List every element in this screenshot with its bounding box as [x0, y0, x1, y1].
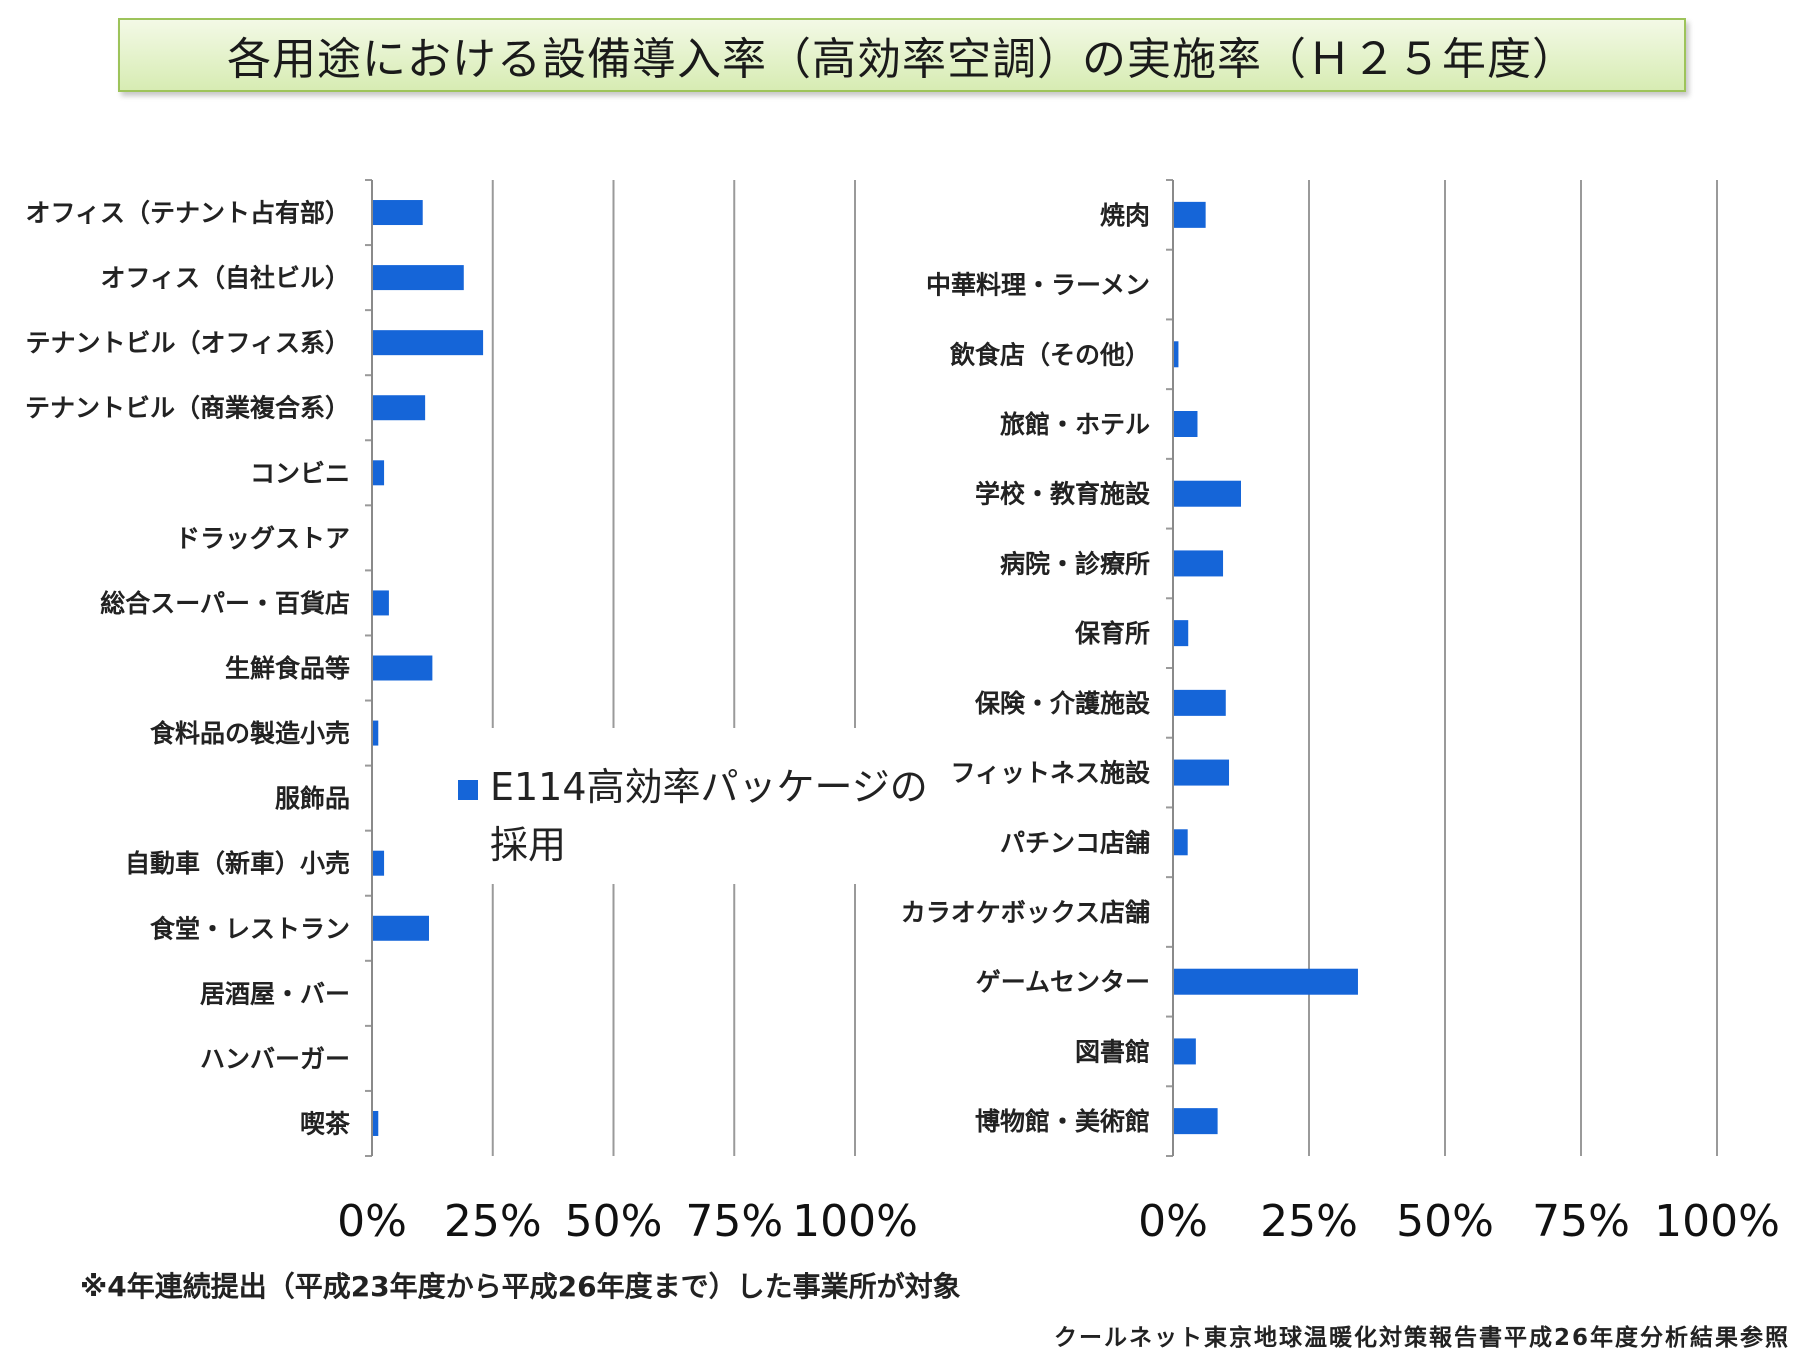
footnote: ※4年連続提出（平成23年度から平成26年度まで）した事業所が対象	[80, 1270, 961, 1303]
left-category-label: 食堂・レストラン	[150, 914, 350, 943]
left-category-label: 自動車（新車）小売	[125, 849, 350, 878]
left-category-label: 食料品の製造小売	[150, 719, 350, 748]
legend-label: E114高効率パッケージの採用	[490, 765, 928, 867]
left-category-label: 喫茶	[300, 1109, 351, 1138]
left-category-label: 居酒屋・バー	[200, 979, 350, 1008]
chart-title: 各用途における設備導入率（高効率空調）の実施率（Ｈ２５年度）	[227, 34, 1577, 85]
left-category-label: ハンバーガー	[200, 1044, 350, 1073]
right-category-label: 博物館・美術館	[975, 1107, 1150, 1136]
right-x-tick-label: 75%	[1532, 1196, 1630, 1247]
right-bar	[1173, 1038, 1196, 1065]
left-bar	[372, 590, 389, 616]
right-category-label: 飲食店（その他）	[949, 340, 1150, 369]
right-category-label: フィットネス施設	[950, 759, 1151, 788]
right-bar	[1173, 968, 1358, 995]
left-category-label: オフィス（テナント占有部）	[25, 199, 350, 228]
left-x-tick-label: 75%	[685, 1196, 783, 1247]
right-category-label: 図書館	[1075, 1037, 1150, 1066]
left-category-label: テナントビル（オフィス系）	[25, 329, 350, 358]
legend-swatch	[458, 780, 478, 800]
right-category-label: 保育所	[1074, 619, 1150, 648]
left-x-tick-label: 0%	[337, 1196, 407, 1247]
chart-title-banner: 各用途における設備導入率（高効率空調）の実施率（Ｈ２５年度）	[118, 18, 1686, 92]
right-bar	[1173, 550, 1224, 577]
left-category-label: コンビニ	[250, 459, 350, 488]
right-bar	[1173, 620, 1189, 647]
legend: E114高効率パッケージの採用	[432, 728, 932, 884]
left-bar	[372, 720, 379, 746]
left-bar	[372, 655, 433, 681]
left-category-label: 生鮮食品等	[225, 654, 350, 683]
right-bar	[1173, 689, 1226, 716]
left-category-label: 服飾品	[275, 784, 350, 813]
left-bar	[372, 1110, 379, 1136]
left-bar	[372, 330, 484, 356]
right-bar	[1173, 411, 1198, 437]
right-category-label: パチンコ店舗	[1000, 828, 1150, 857]
right-x-tick-label: 0%	[1138, 1196, 1208, 1247]
right-category-label: 学校・教育施設	[975, 480, 1151, 509]
right-category-label: 旅館・ホテル	[1000, 410, 1150, 439]
left-bar	[372, 265, 464, 291]
right-bar	[1173, 341, 1179, 368]
left-x-tick-label: 50%	[565, 1196, 663, 1247]
right-category-label: 病院・診療所	[1000, 549, 1150, 578]
right-bar	[1173, 759, 1230, 786]
right-category-label: 保険・介護施設	[974, 689, 1151, 718]
right-category-label: ゲームセンター	[976, 968, 1150, 997]
chart-left: 0% 25% 50% 75% 100% オフィス（テナント占有部） オフィス（自社ビル） テナ…	[25, 179, 918, 1247]
right-category-label: 焼肉	[1100, 201, 1150, 230]
right-bar	[1173, 829, 1188, 856]
right-bar	[1173, 201, 1206, 228]
left-bar	[372, 460, 385, 486]
left-category-label: オフィス（自社ビル）	[100, 264, 350, 293]
left-x-tick-label: 25%	[444, 1196, 542, 1247]
left-category-label: テナントビル（商業複合系）	[25, 394, 350, 423]
right-category-label: カラオケボックス店舗	[901, 898, 1150, 927]
right-bar	[1173, 480, 1241, 507]
left-x-tick-label: 100%	[792, 1196, 918, 1247]
right-x-tick-label: 50%	[1396, 1196, 1494, 1247]
left-bar	[372, 850, 385, 876]
right-bar	[1173, 1108, 1218, 1135]
left-bar	[372, 915, 429, 941]
left-category-label: 総合スーパー・百貨店	[100, 589, 350, 618]
left-category-label: ドラッグストア	[175, 524, 350, 553]
right-x-tick-label: 25%	[1260, 1196, 1358, 1247]
right-x-tick-label: 100%	[1654, 1196, 1780, 1247]
source-note: クールネット東京地球温暖化対策報告書平成26年度分析結果参照	[1053, 1325, 1790, 1351]
left-bar	[372, 395, 426, 421]
left-bar	[372, 200, 423, 226]
right-category-label: 中華料理・ラーメン	[926, 271, 1150, 300]
